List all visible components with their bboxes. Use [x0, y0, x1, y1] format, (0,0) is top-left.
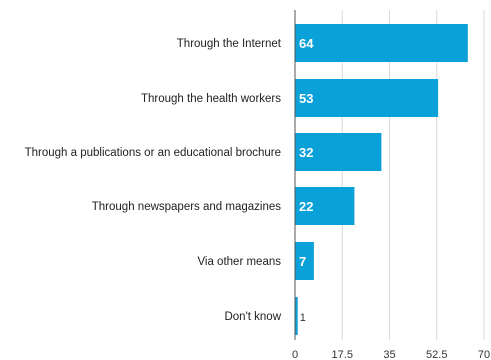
category-label: Through newspapers and magazines [92, 201, 281, 213]
grid-lines [341, 10, 485, 340]
bar [295, 187, 355, 225]
bar [295, 297, 298, 335]
value-label: 22 [299, 199, 313, 214]
category-label: Don't know [224, 311, 281, 323]
value-label: 53 [299, 91, 313, 106]
category-label: Through the Internet [177, 38, 282, 50]
value-label: 1 [300, 312, 306, 324]
value-labels: 64 53 32 22 7 1 [299, 36, 314, 324]
value-label: 7 [299, 254, 306, 269]
category-labels: Through the Internet Through the health w… [25, 38, 282, 323]
category-label: Via other means [197, 256, 281, 268]
bar [295, 242, 314, 280]
category-label: Through a publications or an educational… [25, 147, 281, 159]
bars [295, 24, 468, 335]
value-label: 64 [299, 36, 314, 51]
value-label: 32 [299, 145, 313, 160]
x-tick-label: 52.5 [426, 349, 447, 360]
bar [295, 24, 468, 62]
x-tick-label: 35 [383, 349, 395, 360]
bar [295, 133, 382, 171]
x-tick-label: 0 [292, 349, 298, 360]
bar [295, 79, 439, 117]
x-tick-label: 17.5 [332, 349, 353, 360]
x-tick-labels: 0 17.5 35 52.5 70 [292, 349, 490, 360]
x-tick-label: 70 [478, 349, 490, 360]
category-label: Through the health workers [141, 93, 281, 105]
